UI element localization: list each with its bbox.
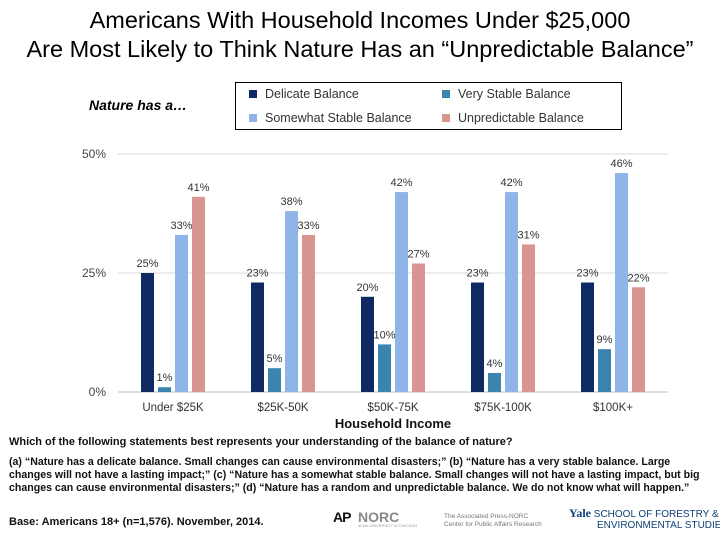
x-axis-title: Household Income: [335, 416, 451, 431]
bar-3-5: [615, 173, 628, 392]
data-label: 20%: [356, 282, 378, 294]
x-tick-label: $25K-50K: [257, 402, 308, 414]
data-label: 38%: [280, 196, 302, 208]
yale-logo: Yale SCHOOL OF FORESTRY & ENVIRONMENTAL …: [569, 506, 720, 531]
bar-1-2: [251, 282, 264, 392]
bar-2-2: [268, 368, 281, 392]
x-tick-label: $100K+: [593, 402, 633, 414]
data-label: 5%: [267, 353, 283, 365]
data-label: 42%: [500, 177, 522, 189]
chart-subtitle: Nature has a…: [89, 97, 188, 113]
data-label: 42%: [390, 177, 412, 189]
data-label: 10%: [373, 329, 395, 341]
center-logo-line-2: Center for Public Affairs Research: [444, 521, 542, 528]
bar-chart: 0% 25% 50% 25% 1% 33% 41% Under $25K 23% 5% 38% 33%…: [82, 147, 668, 431]
data-label: 23%: [576, 268, 598, 280]
data-label: 9%: [597, 334, 613, 346]
bar-4-1: [192, 196, 205, 392]
x-tick-label: $75K-100K: [474, 402, 532, 414]
ap-norc-center-logo: The Associated Press-NORC Center for Pub…: [444, 513, 542, 529]
legend-item-somewhat-stable: Somewhat Stable Balance: [249, 111, 412, 125]
survey-question: Which of the following statements best r…: [9, 436, 513, 448]
bar-4-5: [632, 287, 645, 392]
bar-1-4: [471, 282, 484, 392]
legend-label: Somewhat Stable Balance: [265, 111, 412, 125]
bar-3-3: [395, 192, 408, 392]
legend-label: Very Stable Balance: [458, 87, 571, 101]
data-label: 33%: [297, 220, 319, 232]
data-label: 46%: [610, 158, 632, 170]
bar-1-1: [141, 273, 154, 392]
y-tick-label: 0%: [89, 385, 107, 399]
data-label: 23%: [466, 268, 488, 280]
bar-2-3: [378, 344, 391, 392]
legend-swatch: [249, 90, 257, 98]
chart-title: Americans With Household Incomes Under $…: [0, 6, 720, 64]
legend-item-unpredictable: Unpredictable Balance: [442, 111, 584, 125]
data-label: 41%: [187, 182, 209, 194]
chart-legend: Delicate Balance Very Stable Balance Som…: [235, 82, 622, 130]
data-label: 31%: [517, 229, 539, 241]
data-label: 22%: [627, 272, 649, 284]
legend-label: Unpredictable Balance: [458, 111, 584, 125]
data-label: 25%: [136, 258, 158, 270]
answer-options: (a) “Nature has a delicate balance. Smal…: [9, 456, 700, 494]
legend-label: Delicate Balance: [265, 87, 359, 101]
data-label: 33%: [170, 220, 192, 232]
ap-logo: AP: [333, 509, 351, 525]
legend-item-very-stable: Very Stable Balance: [442, 87, 571, 101]
bar-3-4: [505, 192, 518, 392]
yale-logo-line-2: ENVIRONMENTAL STUDIES: [597, 520, 720, 531]
norc-logo-text: NORC: [358, 509, 400, 525]
bar-4-3: [412, 263, 425, 392]
norc-logo-subtext: at the UNIVERSITY of CHICAGO: [358, 523, 418, 528]
legend-swatch: [442, 114, 450, 122]
norc-logo: NORC at the UNIVERSITY of CHICAGO: [358, 509, 417, 528]
bar-2-1: [158, 387, 171, 392]
yale-logo-line-1: SCHOOL OF FORESTRY &: [593, 509, 719, 520]
legend-swatch: [442, 90, 450, 98]
data-label: 27%: [407, 248, 429, 260]
bar-3-2: [285, 211, 298, 392]
bar-1-3: [361, 296, 374, 392]
bar-2-5: [598, 349, 611, 392]
y-tick-label: 50%: [82, 147, 106, 161]
center-logo-line-1: The Associated Press-NORC: [444, 513, 529, 520]
bar-4-2: [302, 234, 315, 392]
data-label: 4%: [487, 358, 503, 370]
y-tick-label: 25%: [82, 266, 106, 280]
base-note: Base: Americans 18+ (n=1,576). November,…: [9, 516, 264, 528]
data-label: 1%: [157, 372, 173, 384]
title-line-2: Are Most Likely to Think Nature Has an “…: [26, 36, 694, 62]
bar-1-5: [581, 282, 594, 392]
bar-3-1: [175, 234, 188, 392]
bar-2-4: [488, 372, 501, 392]
x-tick-label: $50K-75K: [367, 402, 418, 414]
legend-swatch: [249, 114, 257, 122]
bar-4-4: [522, 244, 535, 392]
legend-item-delicate: Delicate Balance: [249, 87, 359, 101]
x-tick-label: Under $25K: [142, 402, 204, 414]
yale-logo-wordmark: Yale: [569, 506, 591, 520]
data-label: 23%: [246, 268, 268, 280]
title-line-1: Americans With Household Incomes Under $…: [89, 7, 631, 33]
